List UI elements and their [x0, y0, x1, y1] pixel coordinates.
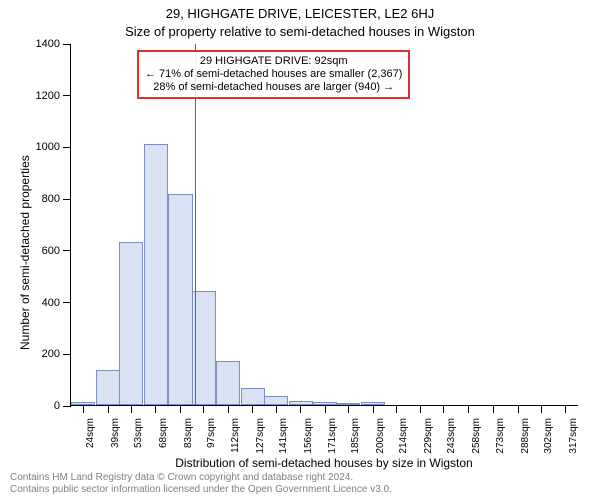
x-tick-label: 302sqm — [543, 418, 554, 458]
info-box: 29 HIGHGATE DRIVE: 92sqm← 71% of semi-de… — [137, 50, 410, 99]
x-tick — [420, 405, 421, 413]
x-tick-label: 200sqm — [375, 418, 386, 458]
y-tick-label: 0 — [20, 401, 60, 412]
x-tick — [396, 405, 397, 413]
x-tick-label: 185sqm — [350, 418, 361, 458]
y-tick — [63, 250, 71, 251]
info-box-line: 29 HIGHGATE DRIVE: 92sqm — [145, 55, 402, 68]
info-box-line: 28% of semi-detached houses are larger (… — [145, 81, 402, 94]
histogram-bar — [96, 370, 120, 405]
x-tick-label: 141sqm — [278, 418, 289, 458]
plot-area: 29 HIGHGATE DRIVE: 92sqm← 71% of semi-de… — [70, 44, 578, 406]
x-tick-label: 317sqm — [568, 418, 579, 458]
x-tick — [518, 405, 519, 413]
x-tick-label: 214sqm — [398, 418, 409, 458]
chart-container: 29, HIGHGATE DRIVE, LEICESTER, LE2 6HJ S… — [0, 0, 600, 500]
y-tick — [63, 95, 71, 96]
y-tick-label: 200 — [20, 349, 60, 360]
x-tick-label: 273sqm — [495, 418, 506, 458]
y-tick — [63, 199, 71, 200]
x-tick-label: 127sqm — [255, 418, 266, 458]
histogram-bar — [289, 401, 313, 405]
footer-attribution: Contains HM Land Registry data © Crown c… — [10, 472, 392, 496]
x-tick-label: 288sqm — [520, 418, 531, 458]
histogram-bar — [71, 402, 95, 405]
x-tick — [108, 405, 109, 413]
x-tick — [228, 405, 229, 413]
x-tick — [155, 405, 156, 413]
x-tick — [373, 405, 374, 413]
x-tick-label: 39sqm — [110, 418, 121, 458]
x-tick-label: 171sqm — [327, 418, 338, 458]
histogram-bar — [168, 194, 192, 405]
histogram-bar — [144, 144, 168, 405]
x-tick — [203, 405, 204, 413]
x-tick — [325, 405, 326, 413]
x-tick-label: 97sqm — [206, 418, 217, 458]
x-tick — [493, 405, 494, 413]
x-tick — [468, 405, 469, 413]
x-tick-label: 258sqm — [471, 418, 482, 458]
chart-title-main: 29, HIGHGATE DRIVE, LEICESTER, LE2 6HJ — [0, 6, 600, 21]
x-tick — [541, 405, 542, 413]
x-tick-label: 112sqm — [230, 418, 241, 458]
x-tick-label: 68sqm — [158, 418, 169, 458]
y-tick-label: 1200 — [20, 91, 60, 102]
histogram-bar — [119, 242, 143, 405]
chart-title-sub: Size of property relative to semi-detach… — [0, 24, 600, 39]
x-axis-label: Distribution of semi-detached houses by … — [70, 456, 578, 470]
y-tick — [63, 147, 71, 148]
x-tick-label: 156sqm — [303, 418, 314, 458]
x-tick-label: 229sqm — [423, 418, 434, 458]
histogram-bar — [216, 361, 240, 405]
y-tick-label: 800 — [20, 194, 60, 205]
info-box-line: ← 71% of semi-detached houses are smalle… — [145, 68, 402, 81]
x-tick — [443, 405, 444, 413]
footer-line-1: Contains HM Land Registry data © Crown c… — [10, 472, 392, 484]
footer-line-2: Contains public sector information licen… — [10, 484, 392, 496]
histogram-bar — [264, 396, 288, 405]
x-tick — [565, 405, 566, 413]
x-tick-label: 243sqm — [446, 418, 457, 458]
y-tick — [63, 302, 71, 303]
x-tick — [180, 405, 181, 413]
x-tick — [83, 405, 84, 413]
y-tick-label: 1000 — [20, 142, 60, 153]
y-tick — [63, 354, 71, 355]
x-tick-label: 24sqm — [85, 418, 96, 458]
histogram-bar — [361, 402, 385, 405]
histogram-bar — [336, 403, 360, 405]
x-tick — [348, 405, 349, 413]
x-tick-label: 53sqm — [133, 418, 144, 458]
y-tick — [63, 406, 71, 407]
y-tick-label: 600 — [20, 246, 60, 257]
x-tick — [300, 405, 301, 413]
x-tick — [131, 405, 132, 413]
y-tick-label: 400 — [20, 298, 60, 309]
histogram-bar — [313, 402, 337, 405]
x-tick — [276, 405, 277, 413]
y-tick — [63, 44, 71, 45]
x-tick — [252, 405, 253, 413]
y-tick-label: 1400 — [20, 39, 60, 50]
histogram-bar — [241, 388, 265, 405]
x-tick-label: 83sqm — [183, 418, 194, 458]
